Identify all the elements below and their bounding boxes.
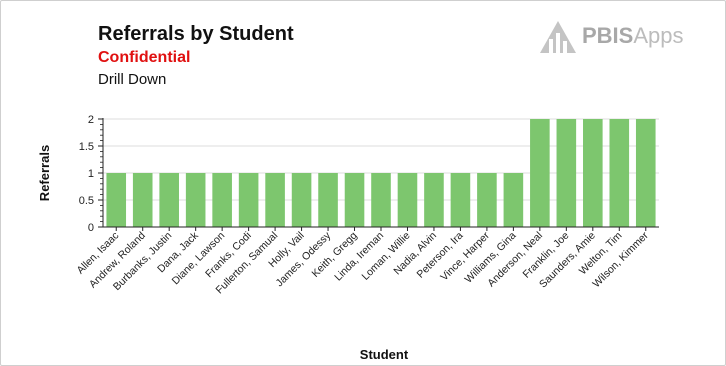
bar xyxy=(424,173,444,227)
logo-suffix: Apps xyxy=(633,23,684,48)
bar xyxy=(318,173,338,227)
bar xyxy=(106,173,127,227)
bar xyxy=(344,173,365,227)
bar xyxy=(132,173,153,227)
drill-down-link[interactable]: Drill Down xyxy=(98,71,167,88)
bar xyxy=(583,119,603,227)
bar xyxy=(397,173,418,227)
y-tick-label: 1.5 xyxy=(79,141,94,153)
bar xyxy=(371,173,391,227)
bar xyxy=(503,173,524,227)
bar xyxy=(291,173,312,227)
y-tick-label: 0 xyxy=(88,222,94,234)
y-tick-label: 0.5 xyxy=(79,195,94,207)
y-axis-title: Referrals xyxy=(37,145,52,201)
bar xyxy=(265,173,285,227)
bar xyxy=(185,173,206,227)
confidential-label: Confidential xyxy=(98,49,191,66)
bar xyxy=(556,119,577,227)
bar xyxy=(212,173,232,227)
bar xyxy=(477,173,497,227)
chart-title: Referrals by Student xyxy=(98,23,294,45)
y-tick-label: 1 xyxy=(88,168,94,180)
bar xyxy=(450,173,471,227)
bar xyxy=(530,119,550,227)
logo-brand: PBIS xyxy=(582,23,634,48)
pbis-logo-icon xyxy=(540,21,576,53)
pbis-apps-logo: PBISApps xyxy=(538,19,688,59)
y-tick-label: 2 xyxy=(88,114,94,126)
bar xyxy=(609,119,630,227)
x-axis-title: Student xyxy=(360,347,409,362)
bar xyxy=(635,119,656,227)
bar xyxy=(238,173,259,227)
bar xyxy=(159,173,179,227)
logo-wordmark: PBISApps xyxy=(582,23,684,49)
